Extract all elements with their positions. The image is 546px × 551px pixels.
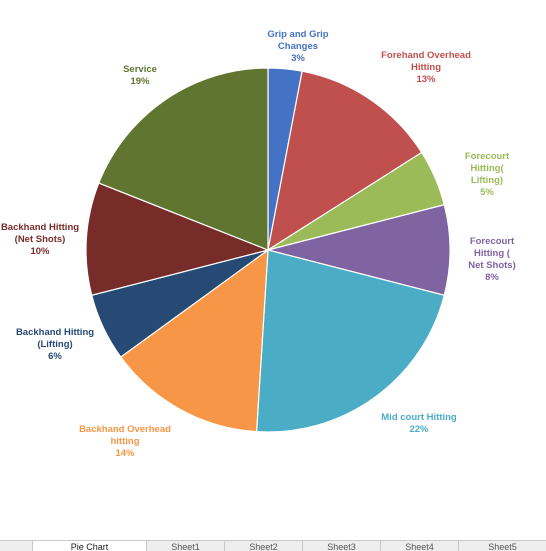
slice-label-name: Backhand Overhead hitting: [79, 424, 171, 447]
slice-label-percent: 3%: [291, 53, 305, 64]
slice-label-name: Mid court Hitting: [381, 412, 457, 423]
pie-slice-9: [98, 67, 269, 251]
slice-label-percent: 10%: [30, 246, 50, 257]
slice-label-3: Forecourt Hitting( Lifting) 5%: [458, 151, 517, 199]
slice-label-percent: 22%: [409, 424, 429, 435]
pie-slice-5: [255, 249, 446, 433]
pie-slice-6: [119, 248, 269, 433]
slice-label-9: Service 19%: [123, 64, 157, 88]
slice-label-percent: 14%: [115, 448, 135, 459]
slice-label-name: Grip and Grip Changes: [267, 29, 329, 52]
slice-label-percent: 5%: [480, 187, 494, 198]
slice-label-7: Backhand Hitting (Lifting) 6%: [16, 327, 94, 363]
slice-label-name: Forehand Overhead Hitting: [381, 50, 471, 73]
slice-label-5: Mid court Hitting 22%: [381, 412, 456, 436]
sheet-tab-4[interactable]: Sheet3: [302, 541, 380, 551]
slice-label-name: Forecourt Hitting( Lifting): [464, 151, 510, 186]
slice-label-name: Backhand Hitting (Lifting): [15, 327, 95, 350]
sheet-tab-1[interactable]: Pie Chart: [32, 541, 146, 551]
pie-chart: Grip and Grip Changes 3% Forehand Overhead…: [1, 29, 519, 460]
slice-label-name: Service: [123, 64, 157, 75]
slice-label-percent: 6%: [48, 351, 62, 362]
pie-slice-4: [267, 204, 451, 296]
slice-label-name: Forecourt Hitting ( Net Shots): [468, 236, 516, 271]
slice-label-8: Backhand Hitting (Net Shots) 10%: [1, 222, 79, 258]
sheet-tab-6[interactable]: Sheet5: [458, 541, 546, 551]
sheet-tab-2[interactable]: Sheet1: [146, 541, 224, 551]
pie-chart-svg: [85, 67, 451, 433]
slice-label-1: Grip and Grip Changes 3%: [267, 29, 328, 65]
slice-label-percent: 8%: [485, 272, 499, 283]
pie-slice-8: [85, 182, 270, 296]
slice-label-name: Backhand Hitting (Net Shots): [0, 222, 80, 245]
slice-label-percent: 19%: [130, 76, 150, 87]
slice-label-percent: 13%: [416, 74, 436, 85]
sheet-tab-3[interactable]: Sheet2: [224, 541, 302, 551]
slice-label-2: Forehand Overhead Hitting 13%: [381, 50, 471, 86]
pie-slice-2: [267, 70, 423, 252]
slice-label-6: Backhand Overhead hitting 14%: [79, 424, 171, 460]
sheet-tab-5[interactable]: Sheet4: [380, 541, 458, 551]
slice-label-4: Forecourt Hitting ( Net Shots) 8%: [465, 236, 519, 284]
sheet-tab-bar: Pie Chart Sheet1 Sheet2 Sheet3 Sheet4 Sheet5: [0, 540, 546, 551]
